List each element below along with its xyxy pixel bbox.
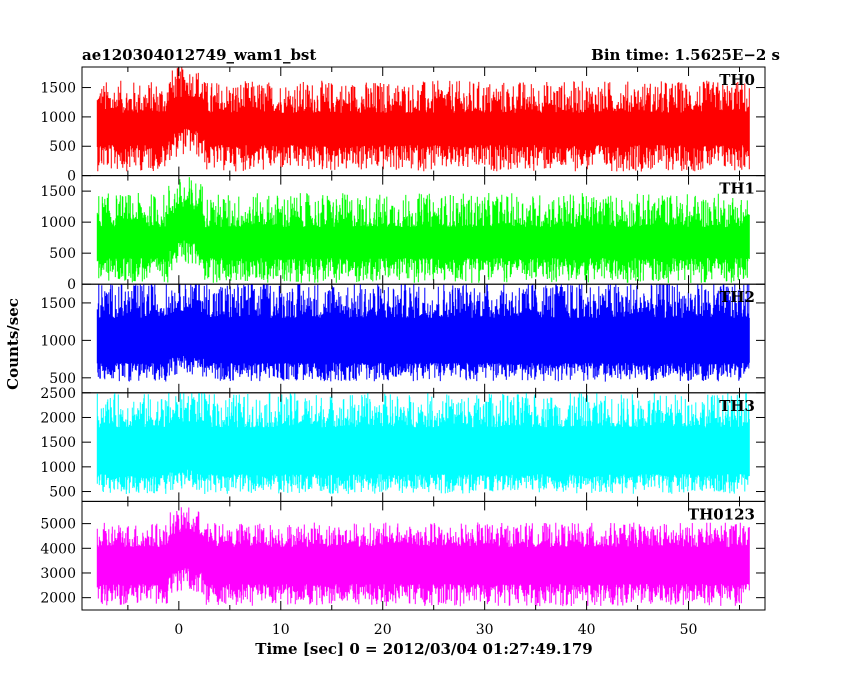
- series-th0123: [96, 507, 750, 607]
- y-tick-label: 0: [67, 169, 76, 185]
- panel-th1: 0 500 1000 1500 TH1: [40, 175, 766, 293]
- x-axis-label: Time [sec] 0 = 2012/03/04 01:27:49.179: [255, 640, 592, 658]
- panel-label-th1: TH1: [719, 180, 755, 198]
- y-tick-label: 1000: [40, 110, 76, 126]
- panel-th0: 0 500 1000 1500 TH0: [40, 66, 766, 185]
- x-tick-label: 30: [476, 622, 494, 638]
- series-th0: [96, 67, 750, 172]
- x-tick-label: 40: [578, 622, 596, 638]
- chart-title: ae120304012749_wam1_bst: [82, 46, 316, 64]
- panel-th3: 500 1000 1500 2000 2500 TH3: [40, 386, 766, 502]
- x-tick-label: 20: [374, 622, 392, 638]
- y-tick-label: 3000: [40, 566, 76, 582]
- series-th1: [96, 177, 750, 283]
- panel-frame: [81, 500, 766, 611]
- y-tick-label: 500: [49, 139, 76, 155]
- panel-label-th2: TH2: [719, 288, 755, 306]
- panel-label-th0: TH0: [719, 71, 755, 89]
- y-tick-label: 1000: [40, 460, 76, 476]
- y-tick-label: 1000: [40, 215, 76, 231]
- series-th2: [96, 284, 750, 382]
- y-tick-label: 500: [49, 371, 76, 387]
- y-tick-label: 1500: [40, 296, 76, 312]
- y-tick-label: 500: [49, 485, 76, 501]
- panel-label-th0123: TH0123: [688, 505, 755, 523]
- x-tick-label: 50: [680, 622, 698, 638]
- panel-th2: 500 1000 1500 TH2: [40, 283, 766, 394]
- y-tick-label: 1500: [40, 435, 76, 451]
- y-tick-label: 2000: [40, 410, 76, 426]
- series-th3: [96, 392, 750, 494]
- panel-th0123: 2000 3000 4000 5000 TH0123: [40, 500, 766, 611]
- y-tick-label: 2500: [40, 386, 76, 402]
- y-axis-label: Counts/sec: [4, 298, 22, 390]
- y-tick-label: 4000: [40, 541, 76, 557]
- y-tick-label: 1500: [40, 81, 76, 97]
- panel-label-th3: TH3: [719, 397, 755, 415]
- y-tick-label: 2000: [40, 591, 76, 607]
- y-tick-label: 5000: [40, 517, 76, 533]
- x-tick-label: 0: [174, 622, 183, 638]
- y-tick-label: 500: [49, 246, 76, 262]
- y-tick-label: 1000: [40, 333, 76, 349]
- x-tick-label: 10: [272, 622, 290, 638]
- y-tick-label: 0: [67, 277, 76, 293]
- y-tick-label: 1500: [40, 184, 76, 200]
- bin-time-label: Bin time: 1.5625E−2 s: [591, 46, 780, 64]
